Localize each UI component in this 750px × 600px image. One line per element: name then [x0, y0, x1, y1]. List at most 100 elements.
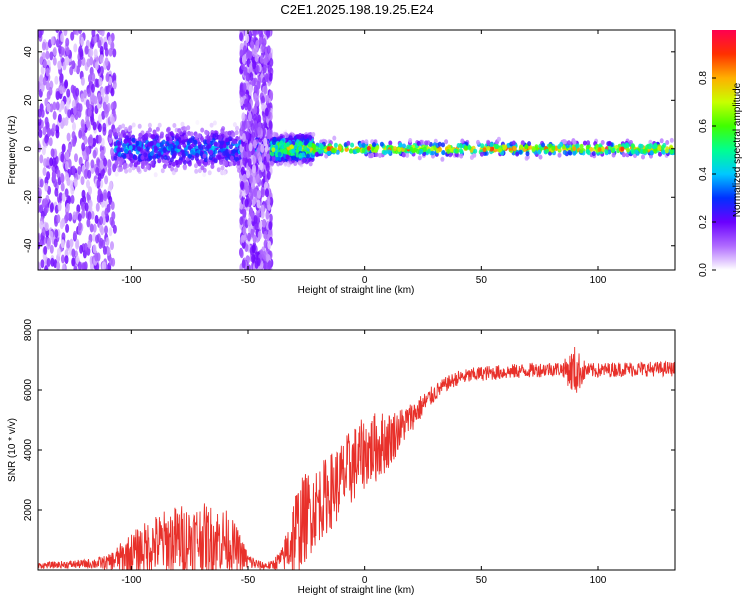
spectrogram-cell [63, 30, 68, 37]
spectrogram-cell [669, 149, 674, 155]
spectrogram-cell [112, 48, 117, 58]
spectrogram-cell [261, 127, 266, 137]
colorbar-ticks: 0.0 0.2 0.4 0.6 0.8 [698, 71, 716, 277]
spectrogram-cell [38, 261, 41, 270]
spectrogram-cell [658, 151, 662, 157]
spectrogram-cell [242, 45, 247, 55]
spectrogram-cell [85, 160, 90, 170]
spectrogram-cell [252, 155, 257, 165]
spectrogram-cell [190, 149, 194, 155]
spectrogram-cell [180, 121, 185, 127]
spectrogram-cell [551, 145, 556, 151]
spectrogram-cell [257, 126, 262, 136]
spectrogram-cell [66, 202, 70, 212]
spectrogram-cell [64, 188, 69, 198]
spectrogram-cell [169, 143, 173, 149]
spectrogram-cell [44, 222, 49, 232]
spectrogram-cell [269, 90, 274, 100]
snr-panel: -100 -50 0 50 100 2000 4000 6000 8000 Height of… [7, 318, 676, 596]
spectrogram-cell [57, 60, 62, 70]
spectrogram-panel: -100 -50 0 50 100 -40 -20 0 20 40 Height of stra… [7, 29, 676, 296]
spectrogram-cell [252, 164, 256, 174]
spectrogram-cell [152, 140, 157, 146]
spectrogram-cell [49, 202, 54, 212]
spectrogram-cell [75, 255, 80, 265]
spectrogram-cell [143, 152, 148, 158]
spectrogram-cell [518, 149, 523, 155]
spectrogram-cell [108, 227, 113, 237]
spectrogram-cell [207, 170, 212, 176]
spectrogram-cell [65, 100, 70, 110]
spectrogram-cell [203, 161, 208, 167]
spectrogram-cell [239, 87, 244, 97]
spectrogram-cell [661, 149, 666, 155]
spectrogram-cell [84, 45, 89, 55]
spectrogram-cell [252, 234, 257, 244]
spectrogram-cell [107, 159, 112, 169]
spectrogram-cell [473, 148, 478, 154]
spectrogram-cell [242, 173, 247, 183]
spectrogram-cell [66, 132, 71, 142]
spectrogram-cell [262, 64, 267, 74]
spectrogram-cell [38, 240, 41, 250]
spectrogram-cell [95, 234, 100, 244]
spectrogram-cell [87, 239, 92, 249]
spectrogram-cell [129, 153, 134, 159]
x-tick-label: -50 [241, 575, 256, 586]
spectrogram-cell [57, 113, 62, 123]
spectrogram-cell [625, 143, 630, 149]
spectrogram-cell [124, 148, 129, 154]
spectrogram-cell [122, 163, 127, 169]
spectrogram-cell [102, 245, 107, 255]
spectrogram-cell [168, 139, 173, 145]
spectrogram-cell [52, 172, 57, 181]
spectrogram-cell [81, 142, 86, 152]
spectrogram-cell [268, 121, 273, 130]
spectrogram-cell [131, 144, 136, 150]
spectrogram-cell [40, 83, 45, 92]
spectrogram-cell [486, 140, 491, 146]
spectrogram-cell [467, 145, 472, 151]
spectrogram-x-label: Height of straight line (km) [298, 285, 415, 296]
spectrogram-cell [100, 226, 105, 236]
spectrogram-cell [81, 123, 86, 133]
spectrogram-cell [208, 155, 213, 161]
spectrogram-cell [160, 154, 165, 160]
spectrogram-cell [412, 147, 417, 153]
spectrogram-cell [111, 211, 116, 221]
spectrogram-cell [348, 148, 353, 154]
spectrogram-cell [503, 144, 508, 150]
spectrogram-cell [38, 129, 43, 139]
spectrogram-cell [150, 134, 155, 140]
spectrogram-cell [67, 109, 72, 119]
spectrogram-cell [92, 223, 97, 233]
spectrogram-cell [669, 137, 674, 143]
spectrogram-cell [240, 166, 245, 176]
spectrogram-cell [266, 129, 271, 139]
spectrogram-cell [600, 146, 605, 152]
spectrogram-cell [43, 59, 47, 69]
spectrogram-cell [241, 55, 246, 65]
spectrogram-cell [366, 145, 371, 151]
spectrogram-cell [438, 147, 443, 153]
spectrogram-cell [125, 154, 130, 159]
spectrogram-cell [548, 143, 553, 149]
spectrogram-cell [107, 166, 112, 176]
spectrogram-cell [99, 237, 104, 247]
spectrogram-cell [244, 98, 249, 108]
spectrogram-cell [82, 262, 86, 270]
spectrogram-cell [388, 140, 393, 146]
spectrogram-cell [181, 152, 186, 158]
spectrogram-cell [364, 139, 369, 145]
spectrogram-cell [69, 66, 74, 76]
spectrogram-cell [118, 160, 123, 166]
spectrogram-cell [266, 196, 271, 206]
spectrogram-cell [303, 128, 308, 134]
spectrogram-cell [235, 125, 239, 131]
spectrogram-cell [252, 113, 257, 123]
colorbar-tick-label: 0.0 [698, 263, 709, 277]
spectrogram-cell [40, 259, 45, 269]
spectrogram-cell [110, 241, 114, 251]
spectrogram-cell [369, 153, 374, 159]
spectrogram-cell [621, 152, 626, 158]
